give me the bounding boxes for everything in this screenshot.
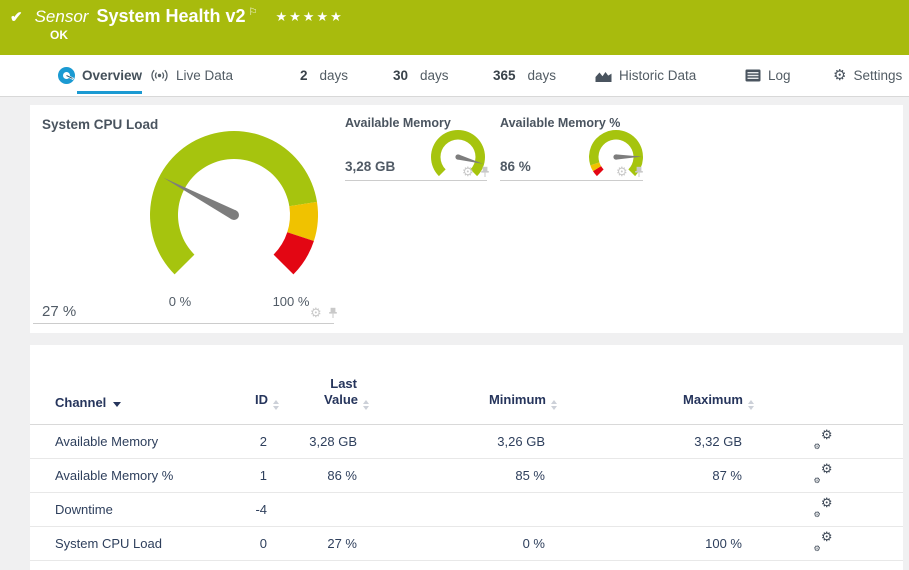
sort-icon	[551, 400, 557, 410]
gauge-value-available-memory: 3,28 GB	[345, 159, 396, 174]
pin-icon[interactable]	[633, 166, 645, 178]
flag-icon[interactable]: ⚐	[248, 7, 258, 18]
tab-label: Live Data	[176, 68, 234, 83]
sensor-title: System Health v2	[96, 6, 246, 26]
column-header-label: Channel	[55, 395, 107, 410]
channel-settings-icon[interactable]: ⚙ ⚙	[813, 460, 833, 485]
tab-settings[interactable]: ⚙ Settings	[833, 55, 902, 96]
gear-icon: ⚙	[833, 67, 847, 84]
gauge-tools: ⚙	[616, 165, 645, 178]
gear-icon[interactable]: ⚙	[310, 305, 322, 320]
pin-icon[interactable]	[479, 166, 491, 178]
channel-maximum: 3,32 GB	[694, 434, 742, 449]
tab-label: Overview	[82, 68, 143, 83]
log-icon	[745, 69, 761, 82]
system-cpu-load-gauge	[144, 129, 324, 289]
tab-2-days[interactable]: 2 days	[300, 55, 348, 96]
channel-id: -4	[255, 502, 267, 517]
table-row: Available Memory 2 3,28 GB 3,26 GB 3,32 …	[30, 425, 903, 459]
column-header-minimum[interactable]: Minimum	[357, 392, 557, 410]
table-row: Available Memory % 1 86 % 85 % 87 % ⚙ ⚙	[30, 459, 903, 493]
pin-icon[interactable]	[327, 307, 339, 319]
channel-settings-icon[interactable]: ⚙ ⚙	[813, 528, 833, 553]
column-header-label: ID	[255, 392, 268, 407]
channel-name[interactable]: System CPU Load	[55, 536, 162, 551]
tab-365-days[interactable]: 365 days	[493, 55, 556, 96]
channel-settings-icon[interactable]: ⚙ ⚙	[813, 494, 833, 519]
tab-bar: Overview Live Data 2 days 30 days 365 da…	[0, 55, 909, 97]
column-header-id[interactable]: ID	[227, 392, 279, 410]
gauge-icon	[58, 67, 75, 84]
gauge-title-system-cpu-load: System CPU Load	[42, 117, 159, 132]
tab-label: Historic Data	[619, 68, 697, 83]
channel-maximum: 87 %	[712, 468, 742, 483]
channel-name[interactable]: Available Memory %	[55, 468, 174, 483]
channel-name[interactable]: Available Memory	[55, 434, 159, 449]
column-header-label: Minimum	[488, 392, 546, 407]
gear-icon[interactable]: ⚙	[616, 164, 628, 179]
sensor-header-line: ✔ Sensor System Health v2 ⚐ ★★★★★	[10, 6, 344, 27]
tile-divider	[345, 180, 487, 181]
tile-divider	[500, 180, 643, 181]
table-row: Downtime -4 ⚙ ⚙	[30, 493, 903, 527]
tab-number: 30	[393, 68, 409, 83]
channel-minimum: 3,26 GB	[497, 434, 545, 449]
channel-last-value: 27 %	[327, 536, 357, 551]
channel-minimum: 0 %	[522, 536, 545, 551]
column-header-label: Last Value	[324, 375, 358, 407]
gauge-max-label: 100 %	[272, 294, 310, 309]
tab-number: 2	[300, 68, 308, 83]
gauge-tools: ⚙	[310, 306, 339, 319]
sort-icon	[363, 400, 369, 410]
column-header-last-value[interactable]: Last Value	[267, 375, 369, 410]
tab-label: Settings	[853, 68, 903, 83]
gauge-min-label: 0 %	[168, 294, 192, 309]
sort-icon	[273, 400, 279, 410]
gauges-panel: System CPU Load 0 % 100 % 27 % ⚙ Availab…	[30, 105, 903, 333]
available-memory-pct-gauge	[585, 129, 647, 187]
object-kind-label: Sensor	[34, 7, 89, 26]
channel-last-value: 3,28 GB	[309, 434, 357, 449]
tab-label: days	[319, 68, 349, 83]
gauge-value-system-cpu-load: 27 %	[42, 303, 77, 320]
channel-maximum: 100 %	[705, 536, 742, 551]
table-row: System CPU Load 0 27 % 0 % 100 % ⚙ ⚙	[30, 527, 903, 561]
tab-overview[interactable]: Overview	[58, 55, 143, 96]
tab-30-days[interactable]: 30 days	[393, 55, 449, 96]
column-header-channel[interactable]: Channel	[55, 395, 227, 410]
channel-settings-icon[interactable]: ⚙ ⚙	[813, 426, 833, 451]
channel-minimum: 85 %	[515, 468, 545, 483]
channel-id: 2	[259, 434, 267, 449]
status-badge: OK	[50, 28, 68, 42]
tab-historic-data[interactable]: Historic Data	[595, 55, 696, 96]
gauge-title-available-memory-pct: Available Memory %	[500, 116, 621, 130]
available-memory-gauge	[427, 129, 489, 187]
priority-stars[interactable]: ★★★★★	[275, 9, 344, 24]
broadcast-icon	[151, 69, 168, 82]
tab-log[interactable]: Log	[745, 55, 791, 96]
channel-id: 0	[259, 536, 267, 551]
channel-last-value: 86 %	[327, 468, 357, 483]
gear-icon[interactable]: ⚙	[462, 164, 474, 179]
status-check-icon: ✔	[10, 9, 23, 26]
column-header-maximum[interactable]: Maximum	[545, 392, 754, 410]
gauge-value-available-memory-pct: 86 %	[500, 159, 531, 174]
channel-name[interactable]: Downtime	[55, 502, 113, 517]
channel-table-panel: Channel ID Last Value Minimum Maximum Av…	[30, 345, 903, 570]
tab-label: days	[420, 68, 449, 83]
sort-icon	[748, 400, 754, 410]
tab-label: Log	[768, 68, 791, 83]
table-header-row: Channel ID Last Value Minimum Maximum	[30, 345, 903, 425]
tile-divider	[33, 323, 334, 324]
sensor-header: ✔ Sensor System Health v2 ⚐ ★★★★★ OK	[0, 0, 909, 55]
tab-number: 365	[493, 68, 516, 83]
column-header-label: Maximum	[683, 392, 743, 407]
gauge-tools: ⚙	[462, 165, 491, 178]
channel-id: 1	[259, 468, 267, 483]
area-chart-icon	[595, 72, 612, 82]
tab-label: days	[527, 68, 557, 83]
chevron-down-icon	[113, 402, 122, 407]
tab-live-data[interactable]: Live Data	[150, 55, 233, 96]
gauge-title-available-memory: Available Memory	[345, 116, 451, 130]
